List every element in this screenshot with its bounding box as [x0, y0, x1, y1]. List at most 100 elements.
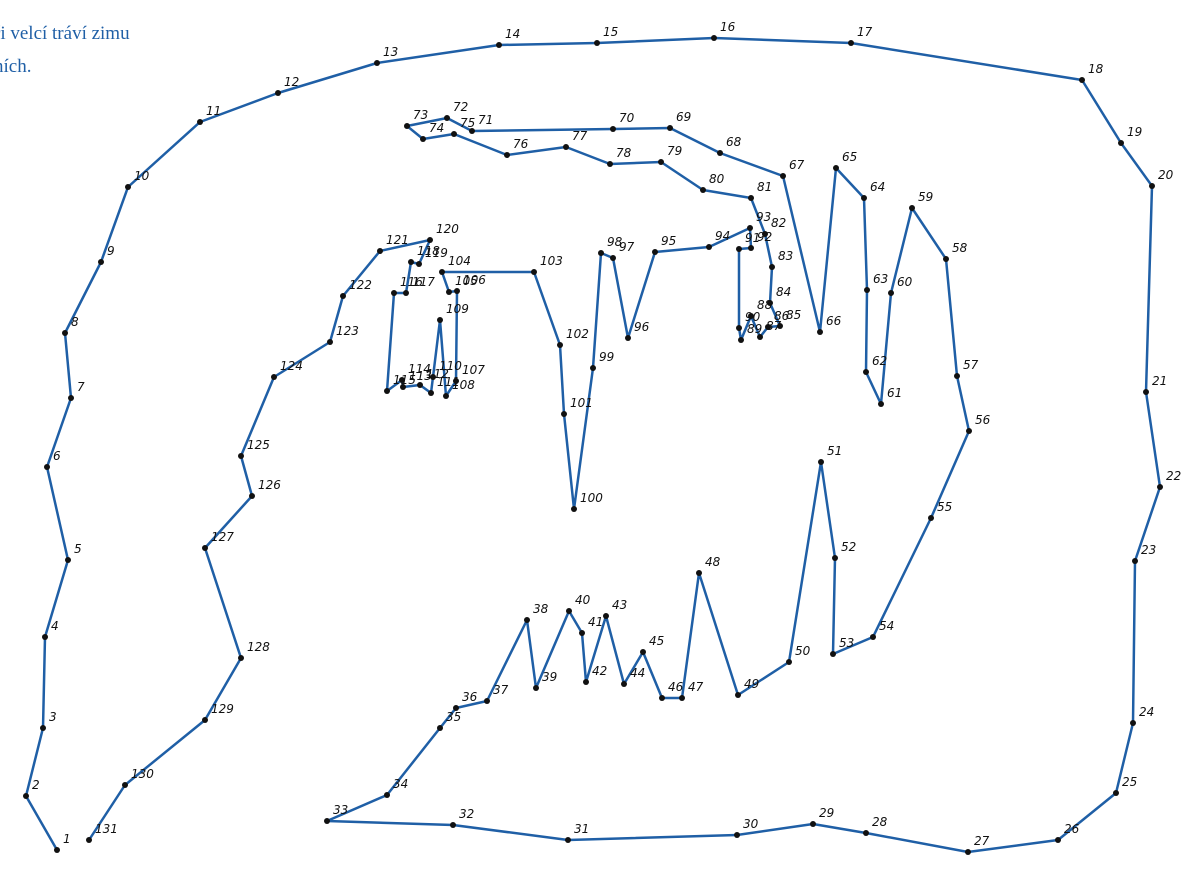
dot: [607, 161, 613, 167]
dot: [878, 401, 884, 407]
dot: [275, 90, 281, 96]
dot-number: 91: [745, 231, 760, 245]
dot-number: 82: [771, 216, 786, 230]
dot-number: 122: [349, 278, 372, 292]
dot-number: 11: [206, 104, 221, 118]
dot: [1079, 77, 1085, 83]
dot-number: 106: [463, 273, 486, 287]
dot: [469, 128, 475, 134]
dot: [658, 159, 664, 165]
dot-number: 38: [533, 602, 549, 616]
dot-number: 4: [51, 619, 59, 633]
dot: [377, 248, 383, 254]
dot: [965, 849, 971, 855]
dot: [590, 365, 596, 371]
dot: [696, 570, 702, 576]
dot-number: 125: [247, 438, 270, 452]
dot-number: 21: [1152, 374, 1167, 388]
dot-number: 50: [795, 644, 811, 658]
dot-number: 20: [1158, 168, 1174, 182]
dot-number: 84: [776, 285, 791, 299]
caption-line: ři velcí tráví zimu: [0, 23, 130, 44]
dot: [439, 269, 445, 275]
dot: [484, 698, 490, 704]
dot: [454, 288, 460, 294]
dot-number: 67: [789, 158, 805, 172]
dot-number: 44: [630, 666, 645, 680]
dot: [864, 287, 870, 293]
dot-number: 49: [744, 677, 759, 691]
dot-number: 19: [1127, 125, 1142, 139]
dot: [659, 695, 665, 701]
dot: [954, 373, 960, 379]
dot: [706, 244, 712, 250]
dot: [583, 679, 589, 685]
dot: [928, 515, 934, 521]
dot-number: 32: [459, 807, 474, 821]
dot: [736, 325, 742, 331]
dot: [437, 725, 443, 731]
dot-number: 9: [107, 244, 115, 258]
dot: [667, 125, 673, 131]
dot-number: 130: [131, 767, 154, 781]
dot: [579, 630, 585, 636]
dot: [734, 832, 740, 838]
dot: [717, 150, 723, 156]
dot-number: 10: [134, 169, 150, 183]
dot-number: 127: [211, 530, 234, 544]
dot: [762, 231, 768, 237]
dot-number: 26: [1064, 822, 1080, 836]
dot-number: 75: [460, 116, 475, 130]
dot-number: 31: [574, 822, 589, 836]
dot: [870, 634, 876, 640]
dot-number: 55: [937, 500, 952, 514]
dot: [625, 335, 631, 341]
dot-number: 2: [32, 778, 40, 792]
dot-number: 117: [412, 275, 435, 289]
dot-number: 120: [436, 222, 459, 236]
dot: [817, 329, 823, 335]
dot: [833, 165, 839, 171]
dot: [736, 246, 742, 252]
dot: [610, 126, 616, 132]
dot-number: 52: [841, 540, 856, 554]
dot-number: 5: [74, 542, 82, 556]
dot: [765, 324, 771, 330]
dot-number: 34: [393, 777, 408, 791]
dot: [453, 705, 459, 711]
dot: [416, 261, 422, 267]
dot: [888, 290, 894, 296]
dot-number: 47: [688, 680, 704, 694]
dot-number: 108: [452, 378, 475, 392]
dot: [524, 617, 530, 623]
dot-number: 43: [612, 598, 627, 612]
dot: [780, 173, 786, 179]
dot: [700, 187, 706, 193]
dot-number: 12: [284, 75, 299, 89]
dot-number: 107: [462, 363, 485, 377]
dot: [417, 382, 423, 388]
dot-number: 1: [63, 832, 71, 846]
dot-number: 42: [592, 664, 607, 678]
dot-number: 13: [383, 45, 398, 59]
dot-number: 129: [211, 702, 234, 716]
dot-number: 63: [873, 272, 888, 286]
dot: [451, 131, 457, 137]
dot-number: 16: [720, 20, 736, 34]
dot-number: 69: [676, 110, 691, 124]
dot-number: 66: [826, 314, 842, 328]
dot-number: 78: [616, 146, 632, 160]
dot-number: 89: [747, 322, 762, 336]
dot-number: 40: [575, 593, 591, 607]
dot-number: 100: [580, 491, 603, 505]
dot-number: 104: [448, 254, 471, 268]
dot: [40, 725, 46, 731]
dot: [557, 342, 563, 348]
dot: [832, 555, 838, 561]
dot: [777, 323, 783, 329]
dot-number: 59: [918, 190, 933, 204]
dot: [444, 115, 450, 121]
dot-number: 124: [280, 359, 303, 373]
dot-number: 23: [1141, 543, 1156, 557]
dot-number: 72: [453, 100, 468, 114]
